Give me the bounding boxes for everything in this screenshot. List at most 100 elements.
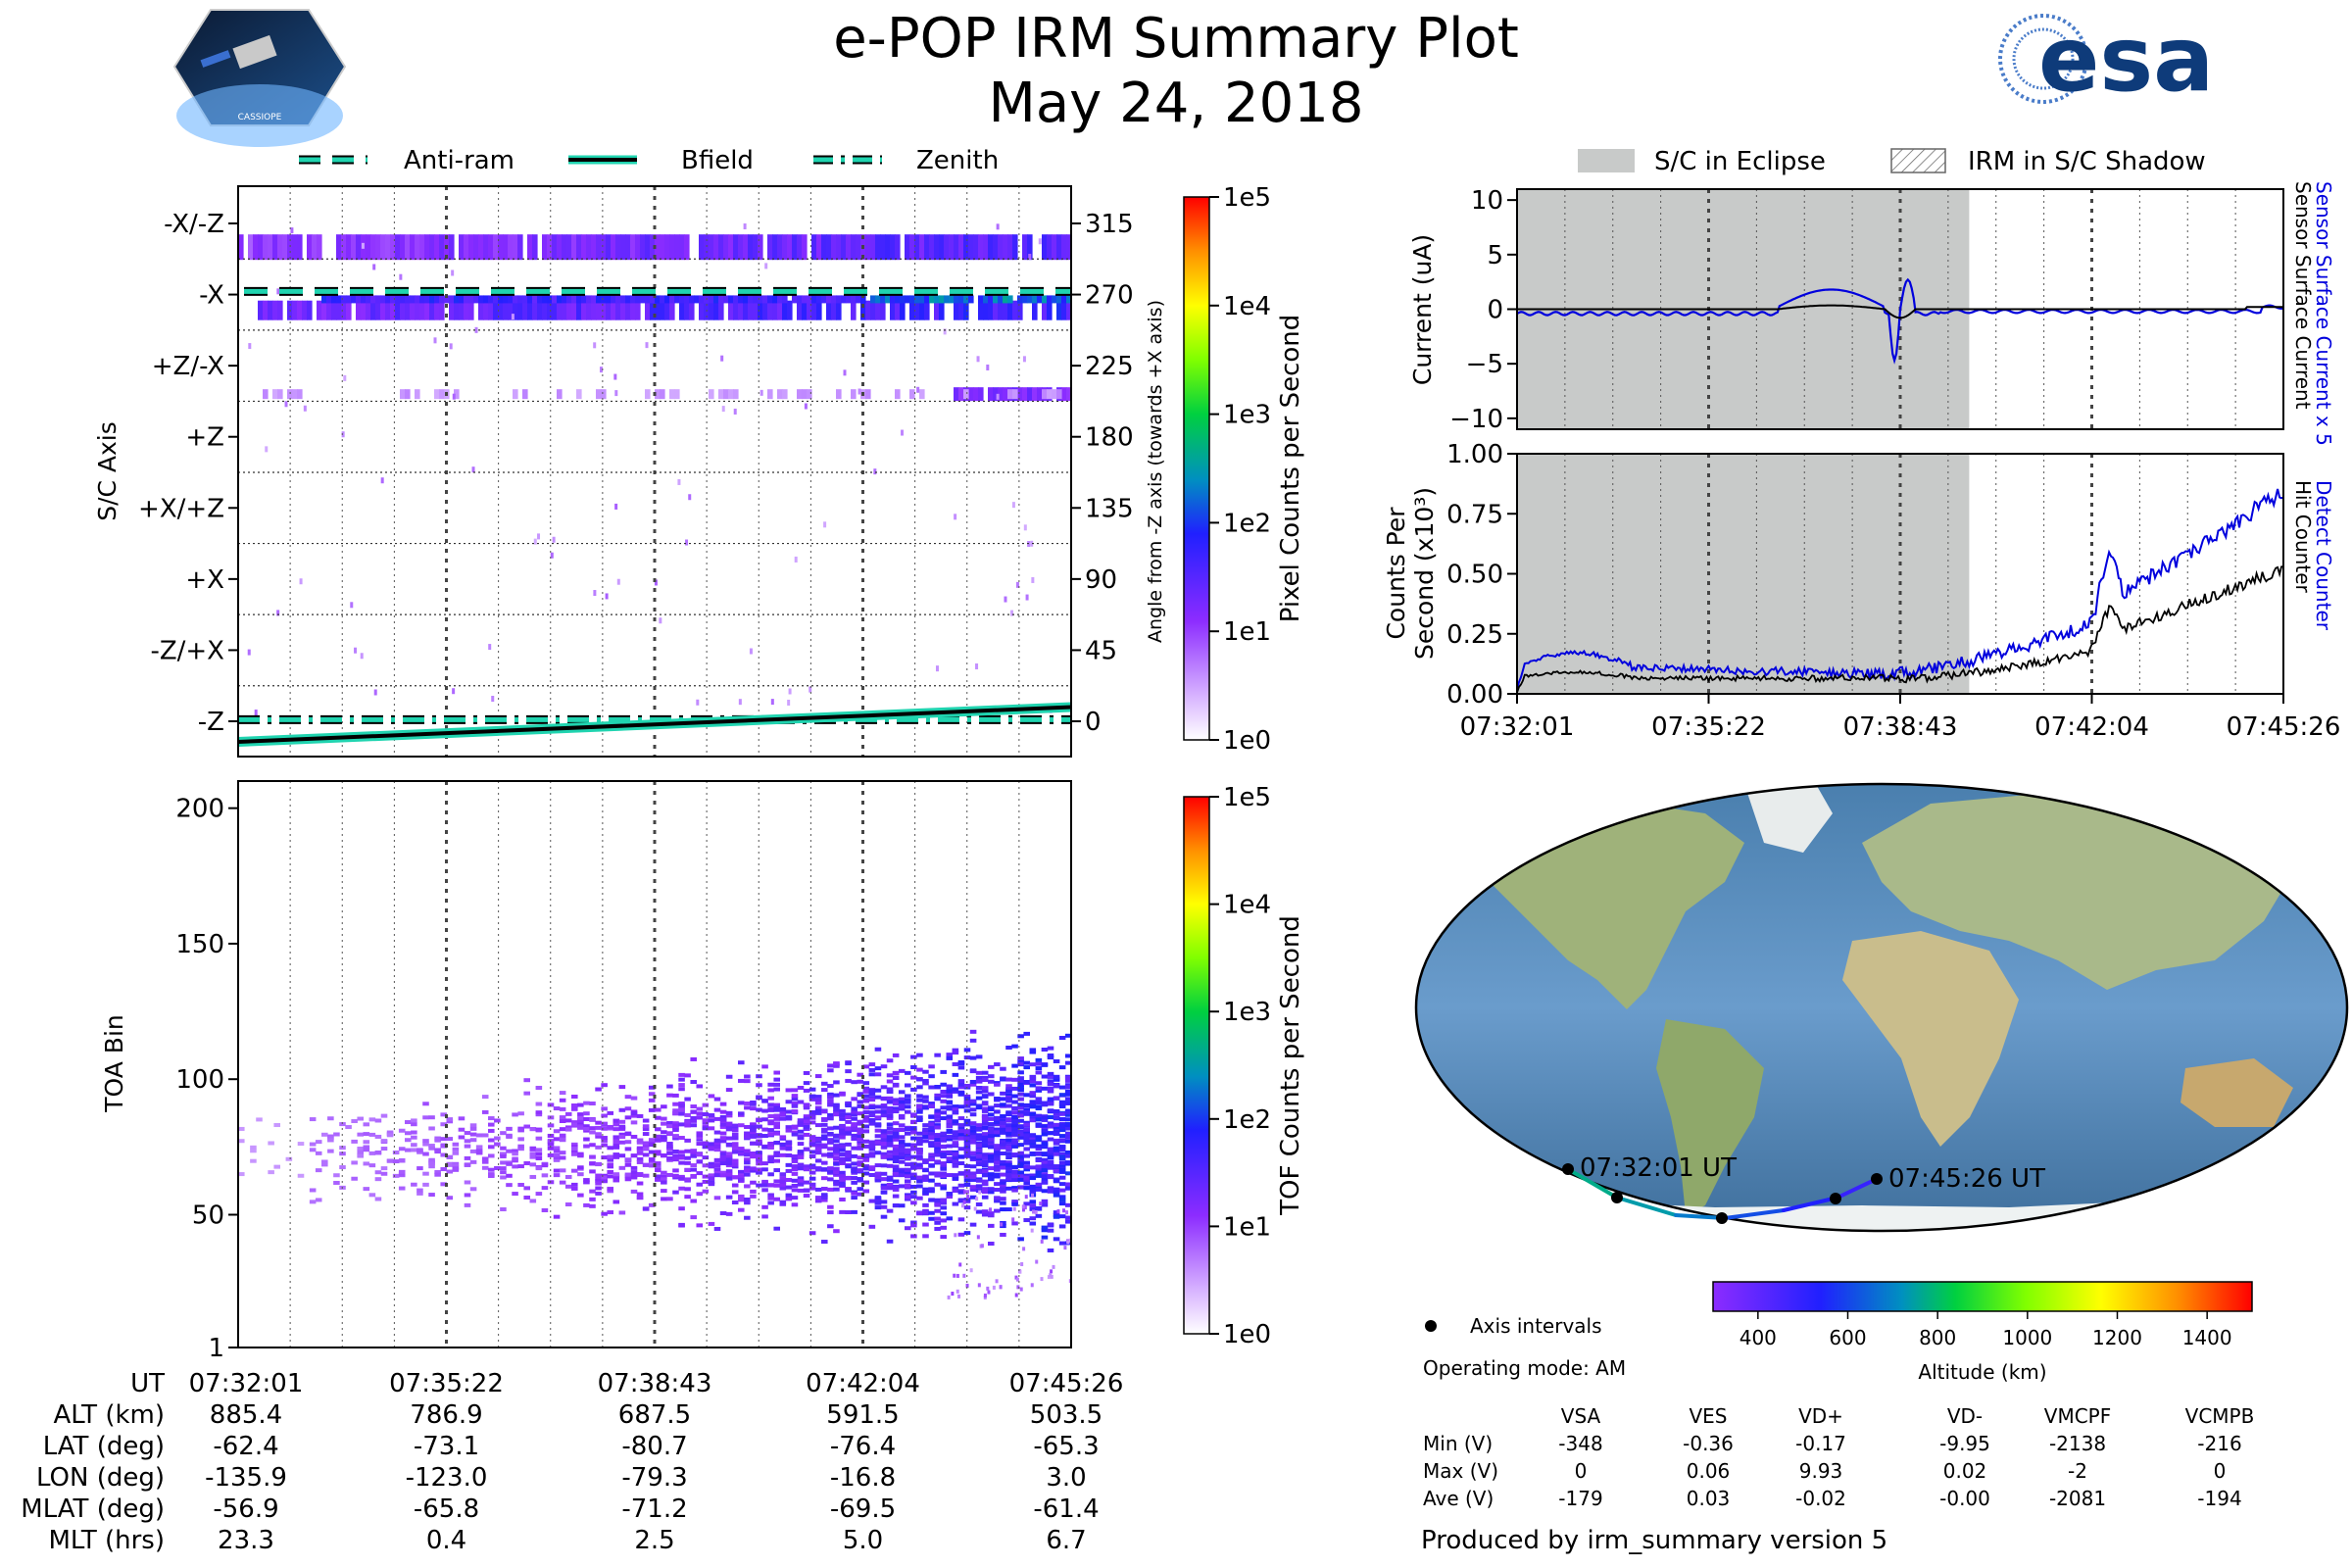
heatmap-cell bbox=[1023, 1175, 1030, 1180]
heatmap-cell bbox=[607, 1162, 613, 1167]
heatmap-cell bbox=[981, 1102, 989, 1106]
heatmap-cell bbox=[1000, 1116, 1006, 1121]
counts-ylabel-line1: Counts Per bbox=[1382, 507, 1410, 640]
heatmap-cell bbox=[601, 1211, 608, 1216]
heatmap-cell bbox=[464, 1193, 471, 1198]
heatmap-cell bbox=[916, 1165, 923, 1170]
heatmap-cell bbox=[702, 1155, 710, 1160]
heatmap-cell bbox=[909, 300, 915, 320]
heatmap-cell bbox=[779, 1146, 787, 1151]
heatmap-cell bbox=[797, 1085, 805, 1090]
heatmap-cell bbox=[994, 1153, 1001, 1158]
heatmap-cell bbox=[346, 234, 352, 261]
heatmap-cell bbox=[994, 1147, 1001, 1152]
heatmap-cell bbox=[1029, 1200, 1037, 1204]
heatmap-cell bbox=[411, 1122, 417, 1127]
heatmap-cell bbox=[1023, 1141, 1030, 1146]
heatmap-cell bbox=[696, 1152, 704, 1157]
heatmap-cell bbox=[309, 1200, 317, 1204]
heatmap-cell bbox=[469, 1149, 477, 1153]
heatmap-cell bbox=[459, 234, 465, 261]
heatmap-cell bbox=[928, 1157, 935, 1162]
heatmap-cell bbox=[981, 1187, 989, 1192]
heatmap-cell bbox=[839, 1124, 846, 1129]
heatmap-cell bbox=[821, 295, 827, 304]
heatmap-cell bbox=[767, 1119, 774, 1124]
heatmap-cell bbox=[833, 1161, 840, 1166]
heatmap-cell bbox=[1064, 1171, 1072, 1176]
heatmap-cell bbox=[589, 1189, 596, 1194]
heatmap-cell bbox=[660, 300, 665, 320]
heatmap-cell bbox=[845, 1101, 852, 1105]
heatmap-cell bbox=[744, 1197, 751, 1201]
heatmap-cell bbox=[785, 1146, 793, 1151]
heatmap-cell bbox=[1064, 1089, 1072, 1094]
heatmap-cell bbox=[981, 1209, 989, 1214]
heatmap-cell bbox=[749, 648, 753, 655]
heatmap-cell bbox=[566, 300, 572, 320]
heatmap-cell bbox=[416, 1188, 423, 1193]
heatmap-cell bbox=[946, 1156, 954, 1161]
heatmap-cell bbox=[988, 1213, 995, 1218]
heatmap-cell bbox=[1017, 1070, 1024, 1075]
heatmap-cell bbox=[779, 1116, 787, 1121]
heatmap-cell bbox=[833, 1063, 840, 1068]
heatmap-cell bbox=[684, 1149, 691, 1153]
heatmap-cell bbox=[910, 1172, 917, 1177]
heatmap-cell bbox=[655, 1174, 662, 1179]
voltage-cell: -2138 bbox=[2049, 1432, 2106, 1455]
heatmap-cell bbox=[851, 389, 857, 400]
heatmap-cell bbox=[868, 1062, 876, 1067]
heatmap-cell bbox=[613, 373, 617, 380]
heatmap-cell bbox=[862, 1124, 870, 1129]
heatmap-cell bbox=[994, 1160, 1001, 1165]
heatmap-cell bbox=[1064, 1182, 1072, 1187]
axis-interval-dot bbox=[1871, 1173, 1883, 1185]
heatmap-cell bbox=[615, 300, 621, 320]
heatmap-cell bbox=[1017, 1124, 1024, 1129]
heatmap-cell bbox=[1041, 1235, 1049, 1240]
heatmap-cell bbox=[655, 1137, 662, 1142]
heatmap-cell bbox=[870, 234, 876, 261]
heatmap-cell bbox=[733, 295, 739, 304]
heatmap-cell bbox=[562, 295, 567, 304]
heatmap-cell bbox=[1023, 1031, 1030, 1036]
heatmap-cell bbox=[1029, 1048, 1037, 1053]
heatmap-cell bbox=[248, 234, 254, 261]
angle-tick-label: 270 bbox=[1085, 281, 1134, 311]
heatmap-cell bbox=[272, 389, 278, 400]
heatmap-cell bbox=[744, 1215, 751, 1220]
heatmap-cell bbox=[529, 1152, 537, 1156]
heatmap-cell bbox=[618, 1135, 626, 1140]
heatmap-cell bbox=[1029, 1091, 1037, 1096]
heatmap-cell bbox=[880, 1131, 888, 1136]
heatmap-cell bbox=[821, 1160, 828, 1165]
heatmap-cell bbox=[827, 1116, 834, 1121]
heatmap-cell bbox=[571, 1106, 578, 1111]
heatmap-cell bbox=[595, 1125, 602, 1130]
heatmap-cell bbox=[500, 1207, 507, 1212]
heatmap-cell bbox=[1017, 300, 1023, 320]
heatmap-cell bbox=[523, 1124, 530, 1129]
heatmap-cell bbox=[559, 1180, 566, 1185]
heatmap-cell bbox=[459, 300, 465, 320]
heatmap-cell bbox=[419, 300, 425, 320]
heatmap-cell bbox=[642, 1162, 650, 1167]
heatmap-cell bbox=[1052, 234, 1057, 261]
heatmap-cell bbox=[1047, 1186, 1054, 1191]
heatmap-cell bbox=[934, 1198, 941, 1202]
heatmap-cell bbox=[940, 1186, 947, 1191]
heatmap-cell bbox=[744, 1124, 751, 1129]
heatmap-cell bbox=[669, 389, 675, 400]
heatmap-cell bbox=[862, 1144, 870, 1149]
heatmap-cell bbox=[922, 1135, 929, 1140]
heatmap-cell bbox=[1064, 1160, 1072, 1165]
heatmap-cell bbox=[1029, 1104, 1037, 1109]
heatmap-cell bbox=[892, 1179, 900, 1184]
heatmap-cell bbox=[827, 1063, 834, 1068]
heatmap-cell bbox=[761, 1108, 768, 1113]
heatmap-cell bbox=[1058, 1102, 1066, 1106]
heatmap-cell bbox=[601, 389, 607, 400]
heatmap-cell bbox=[1042, 389, 1048, 400]
heatmap-cell bbox=[833, 1107, 840, 1112]
